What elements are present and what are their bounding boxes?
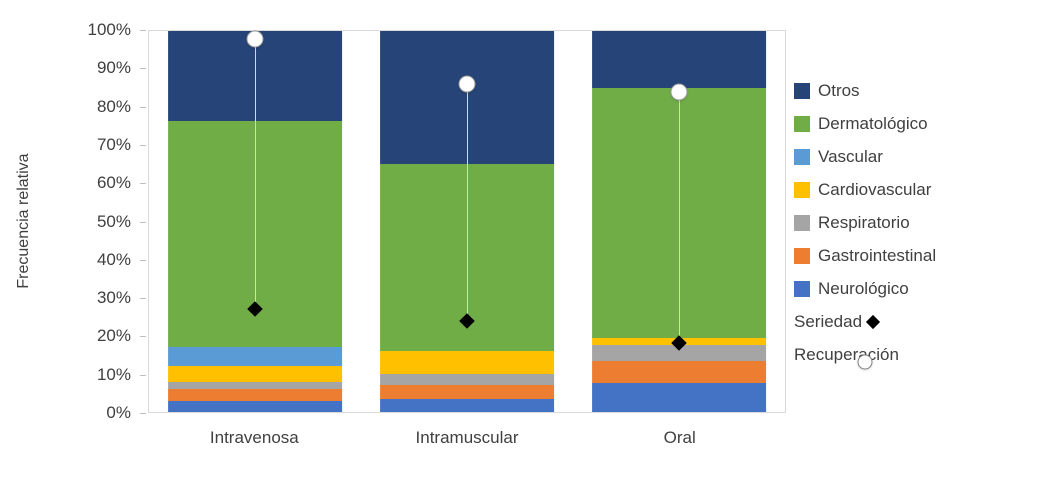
- bar-segment-cardiovascular: [168, 366, 342, 382]
- legend-label: Neurológico: [818, 278, 909, 298]
- legend-label: Seriedad: [794, 311, 863, 331]
- legend-item-respiratorio: Respiratorio: [794, 206, 936, 239]
- bar-segment-neurolo-gico: [592, 383, 766, 412]
- y-tick-mark: [140, 221, 146, 223]
- bar-segment-respiratorio: [592, 345, 766, 361]
- x-axis-label-oral: Oral: [663, 428, 696, 447]
- bar-segment-otros: [592, 31, 766, 89]
- y-tick-mark: [140, 144, 146, 146]
- y-tick-label: 90%: [96, 58, 131, 78]
- recuperacion-marker: [458, 75, 476, 93]
- legend-swatch: [794, 181, 810, 198]
- legend-item-vascular: Vascular: [794, 140, 936, 173]
- y-tick-mark: [140, 374, 146, 376]
- legend-label: Respiratorio: [818, 212, 910, 232]
- y-tick-label: 10%: [96, 364, 131, 384]
- bar-slot-intravenosa: [149, 30, 361, 412]
- y-tick-mark: [140, 336, 146, 338]
- bar-segment-gastrointestinal: [168, 389, 342, 401]
- recuperacion-marker: [246, 30, 264, 48]
- x-axis-label-intramuscular: Intramuscular: [415, 428, 519, 447]
- legend-swatch: [794, 148, 810, 165]
- y-tick-mark: [140, 298, 146, 300]
- marker-line: [679, 91, 680, 344]
- y-tick-label: 50%: [96, 211, 131, 231]
- y-tick-label: 30%: [96, 288, 131, 308]
- bar-slot-oral: [573, 31, 785, 412]
- y-tick-label: 80%: [96, 96, 131, 116]
- y-tick-label: 40%: [96, 249, 131, 269]
- bar-segment-respiratorio: [168, 381, 342, 390]
- bar-segment-vascular: [168, 347, 342, 367]
- bar-segment-respiratorio: [380, 373, 554, 386]
- legend-item-recuperacio-n: Recuperación: [794, 338, 936, 371]
- bar-segment-gastrointestinal: [592, 360, 766, 384]
- y-tick-mark: [140, 106, 146, 108]
- plot-area: [148, 30, 786, 413]
- legend-diamond-icon: [865, 314, 881, 329]
- legend-item-seriedad: Seriedad: [794, 305, 936, 338]
- legend: Otros Dermatológico Vascular Cardiovascular…: [794, 74, 936, 371]
- legend-label: Cardiovascular: [818, 179, 932, 199]
- legend-circle-icon: [857, 354, 873, 370]
- legend-label: Otros: [818, 80, 860, 100]
- y-tick-mark: [140, 30, 146, 31]
- x-axis: Intravenosa Intramuscular Oral: [148, 428, 786, 448]
- y-tick-mark: [140, 413, 146, 414]
- x-axis-label-intravenosa: Intravenosa: [209, 428, 299, 447]
- legend-item-gastrointestinal: Gastrointestinal: [794, 239, 936, 272]
- bar-segment-neurolo-gico: [380, 398, 554, 412]
- legend-swatch: [794, 247, 810, 264]
- legend-item-neurolo-gico: Neurológico: [794, 272, 936, 305]
- legend-swatch: [794, 280, 810, 297]
- legend-swatch: [794, 115, 810, 132]
- legend-item-otros: Otros: [794, 74, 936, 107]
- legend-label: Vascular: [818, 146, 883, 166]
- y-tick-mark: [140, 68, 146, 70]
- bar-segment-cardiovascular: [380, 351, 554, 374]
- bar-segment-gastrointestinal: [380, 385, 554, 399]
- legend-label: Gastrointestinal: [818, 245, 937, 265]
- legend-label: Recuperación: [794, 344, 899, 364]
- bar-segment-neurolo-gico: [168, 400, 342, 412]
- legend-swatch: [794, 214, 810, 231]
- y-axis: 0% 10% 20% 30% 40% 50% 60% 70% 80% 90% 100%: [0, 20, 147, 422]
- recuperacion-marker: [670, 83, 688, 101]
- y-tick-label: 100%: [87, 20, 131, 39]
- legend-item-dermatolo-gico: Dermatológico: [794, 107, 936, 140]
- legend-item-cardiovascular: Cardiovascular: [794, 173, 936, 206]
- y-tick-label: 60%: [96, 173, 131, 193]
- y-tick-mark: [140, 259, 146, 261]
- legend-swatch: [794, 82, 810, 99]
- y-tick-label: 70%: [96, 134, 131, 154]
- marker-line: [467, 84, 468, 321]
- legend-label: Dermatológico: [818, 113, 928, 133]
- y-tick-label: 20%: [96, 326, 131, 346]
- marker-line: [255, 38, 256, 310]
- bar-slot-intramuscular: [361, 31, 573, 412]
- y-tick-mark: [140, 183, 146, 185]
- y-tick-label: 0%: [106, 403, 131, 422]
